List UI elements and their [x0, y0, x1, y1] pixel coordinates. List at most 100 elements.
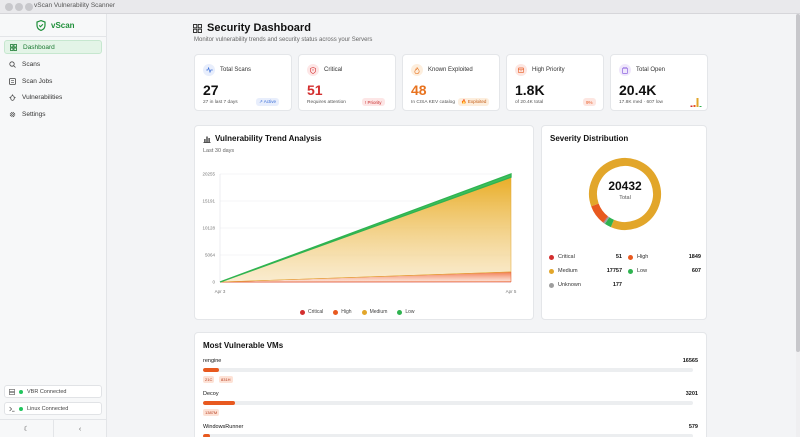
- brand: vScan: [36, 18, 75, 32]
- vbr-connection-status: VBR Connected: [4, 385, 102, 398]
- stat-card-high-priority[interactable]: High Priority 1.8K of 20.4K total 9%: [506, 54, 604, 111]
- sidebar-item-dashboard[interactable]: Dashboard: [4, 40, 102, 54]
- sidebar-footer: ☾ ‹: [0, 419, 107, 437]
- zoom-window-button[interactable]: [25, 3, 33, 11]
- vm-name-windowsrunner[interactable]: WindowsRunner: [203, 424, 244, 430]
- severity-card: Severity Distribution 20432 Total Critic…: [541, 125, 707, 320]
- donut-slice-unknown: [589, 158, 661, 231]
- mini-bar-chart-icon: [690, 98, 702, 107]
- sidebar-item-settings[interactable]: Settings: [4, 107, 102, 121]
- activity-icon: [203, 64, 215, 76]
- vm-count-decoy: 3201: [685, 391, 698, 397]
- y-tick-label: 20255: [202, 172, 215, 177]
- calendar-alert-icon: [515, 64, 527, 76]
- status-badge: ↗ Active: [256, 98, 280, 106]
- list-icon: [9, 77, 16, 85]
- window-title: vScan Vulnerability Scanner: [34, 2, 116, 9]
- stat-subtext: 17.8K med · 607 low: [619, 100, 663, 105]
- sidebar-item-label: Vulnerabilities: [22, 93, 63, 101]
- y-tick-label: 5064: [205, 253, 216, 258]
- sidebar-item-label: Scans: [22, 60, 41, 68]
- moon-icon: ☾: [23, 426, 30, 433]
- vm-bar-fill: [203, 401, 235, 405]
- donut-slice-low: [589, 158, 661, 231]
- minimize-window-button[interactable]: [15, 3, 23, 11]
- stat-subtext: 27 in last 7 days: [203, 100, 238, 105]
- main-scrollbar-thumb[interactable]: [796, 14, 800, 352]
- severity-value-unknown: 177: [612, 282, 622, 288]
- theme-toggle-button[interactable]: ☾: [0, 420, 53, 437]
- shield-logo-icon: [36, 19, 46, 31]
- search-icon: [9, 60, 16, 68]
- severity-total: 20432: [608, 179, 642, 193]
- shield-alert-icon: [307, 64, 319, 76]
- vm-bar-decoy: [203, 401, 693, 405]
- sidebar-item-label: Dashboard: [23, 43, 55, 51]
- trend-subtitle: Last 30 days: [203, 148, 235, 154]
- connected-dot: [19, 406, 23, 411]
- stat-subtext: of 20.4K total: [515, 100, 544, 105]
- stat-value: 51: [307, 82, 323, 98]
- stat-card-critical[interactable]: Critical 51 Requires attention ! Priorit…: [298, 54, 396, 111]
- legend-item-low: Low: [397, 309, 415, 315]
- stat-label: Total Open: [636, 67, 666, 73]
- bug-icon: [9, 93, 16, 101]
- stat-header: Total Scans: [203, 64, 251, 76]
- x-tick-label: Apr 3: [215, 289, 226, 294]
- stat-label: High Priority: [532, 67, 565, 73]
- stat-value: 48: [411, 82, 427, 98]
- gear-icon: [9, 111, 16, 117]
- severity-donut: [589, 158, 661, 231]
- trend-card: Vulnerability Trend Analysis Last 30 day…: [194, 125, 534, 320]
- vm-name-decoy[interactable]: Decoy: [203, 391, 219, 397]
- stat-label: Known Exploited: [428, 67, 473, 73]
- stat-card-total-scans[interactable]: Total Scans 27 27 in last 7 days ↗ Activ…: [194, 54, 292, 111]
- stat-card-known-exploited[interactable]: Known Exploited 48 In CISA KEV catalog 🔥…: [402, 54, 500, 111]
- server-icon: [9, 388, 15, 395]
- brand-divider: [0, 36, 107, 37]
- collapse-sidebar-button[interactable]: ‹: [53, 420, 106, 437]
- legend-item-critical: Critical: [300, 309, 323, 315]
- legend-item-medium: Medium: [361, 309, 387, 315]
- stat-value: 1.8K: [515, 82, 545, 98]
- vm-count-windowsrunner: 579: [688, 424, 698, 430]
- clipboard-icon: [619, 64, 631, 76]
- y-tick-label: 10128: [202, 226, 215, 231]
- window-titlebar: vScan Vulnerability Scanner: [0, 0, 800, 14]
- severity-item-medium: Medium: [549, 268, 578, 274]
- donut-slice-critical: [589, 158, 661, 231]
- page-title-text: Security Dashboard: [207, 22, 311, 34]
- severity-total-label: Total: [619, 195, 631, 201]
- stat-card-total-open[interactable]: Total Open 20.4K 17.8K med · 607 low: [610, 54, 708, 111]
- vm-tag-medium: 1387M: [203, 409, 220, 416]
- sidebar: vScan Dashboard Scans Scan Jobs Vulnerab…: [0, 14, 107, 437]
- severity-item-high: High: [628, 254, 648, 260]
- bar-chart-icon: [203, 136, 211, 143]
- connected-dot: [19, 389, 23, 394]
- close-window-button[interactable]: [5, 3, 13, 11]
- stat-header: Critical: [307, 64, 342, 76]
- stat-value: 27: [203, 82, 219, 98]
- vm-bar-fill: [203, 434, 211, 437]
- connection-label: VBR Connected: [27, 388, 67, 395]
- stat-header: Known Exploited: [411, 64, 473, 76]
- y-tick-label: 0: [212, 280, 215, 285]
- severity-item-low: Low: [628, 268, 647, 274]
- severity-value-medium: 17757: [606, 268, 622, 274]
- donut-slice-high: [589, 158, 661, 231]
- vm-bar-rengine: [203, 368, 693, 372]
- area-low: [219, 173, 512, 283]
- chevron-left-icon: ‹: [78, 425, 82, 433]
- trend-legend: Critical High Medium Low: [300, 309, 415, 315]
- dashboard-icon: [193, 23, 202, 33]
- vm-name-rengine[interactable]: rengine: [203, 358, 222, 364]
- vm-bar-fill: [203, 368, 220, 372]
- sidebar-item-vulnerabilities[interactable]: Vulnerabilities: [4, 90, 102, 104]
- vm-bar-windowsrunner: [203, 434, 693, 437]
- severity-item-unknown: Unknown: [549, 282, 581, 288]
- vm-count-rengine: 16565: [682, 358, 698, 364]
- sidebar-item-scans[interactable]: Scans: [4, 57, 102, 71]
- sidebar-item-label: Scan Jobs: [22, 77, 53, 85]
- exploited-badge: 🔥 Exploited: [458, 98, 490, 106]
- sidebar-item-scan-jobs[interactable]: Scan Jobs: [4, 74, 102, 88]
